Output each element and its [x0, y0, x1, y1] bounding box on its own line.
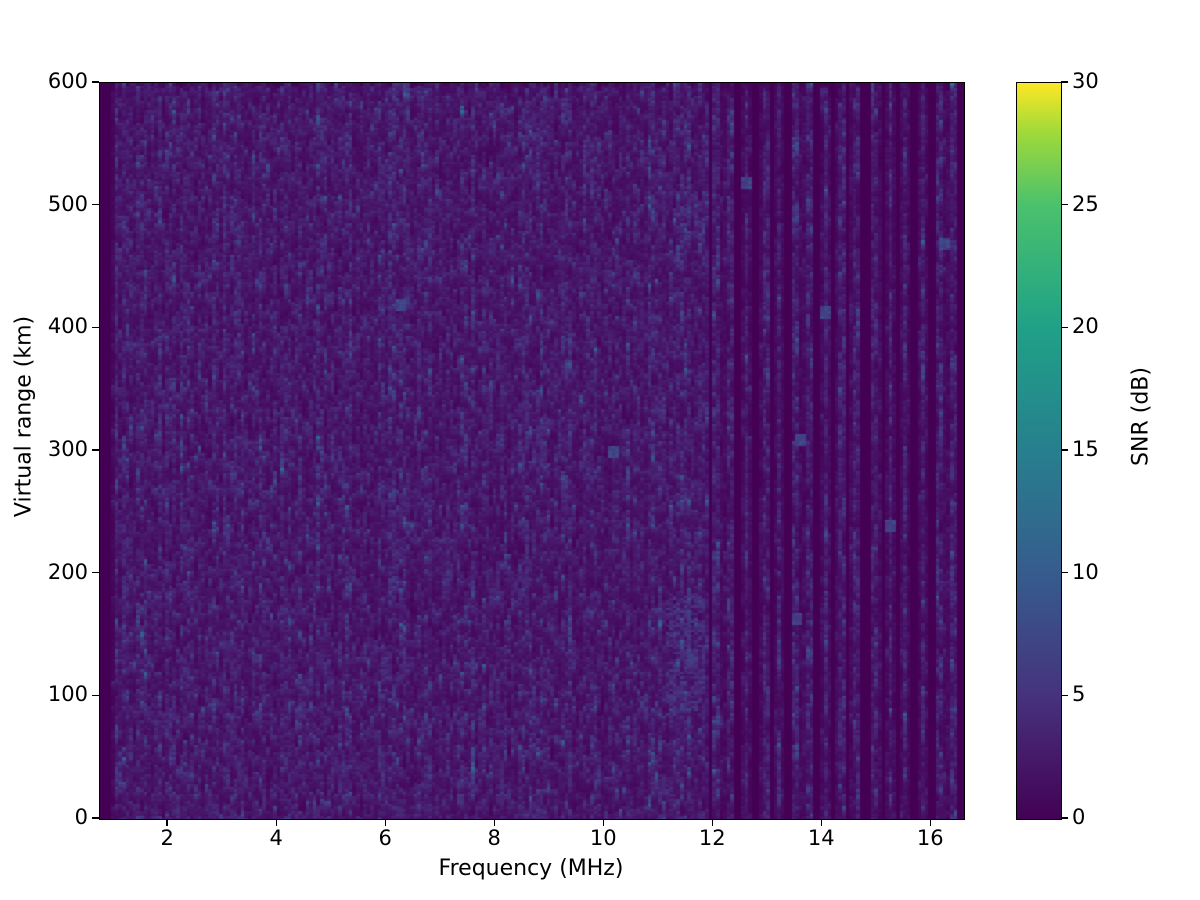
y-tick-label: 500 [47, 191, 88, 216]
y-tick-mark [92, 326, 100, 328]
y-tick-mark [92, 694, 100, 696]
colorbar-tick-mark [1061, 694, 1069, 696]
x-tick-label: 4 [269, 826, 283, 850]
y-axis-label: Virtual range (km) [11, 315, 37, 518]
x-tick-mark [602, 819, 604, 827]
y-tick-label: 0 [74, 805, 88, 829]
colorbar-tick-mark [1061, 817, 1069, 819]
colorbar-gradient [1017, 83, 1061, 819]
colorbar-tick-label: 10 [1072, 559, 1099, 584]
x-tick-label: 8 [487, 826, 501, 850]
x-tick-mark [711, 819, 713, 827]
x-tick-mark [384, 819, 386, 827]
x-tick-label: 10 [589, 826, 617, 850]
x-tick-label: 16 [916, 826, 944, 850]
x-tick-mark [493, 819, 495, 827]
colorbar-tick-label: 20 [1072, 314, 1099, 339]
x-tick-label: 12 [698, 826, 726, 850]
colorbar-tick-label: 30 [1072, 69, 1099, 93]
y-tick-label: 100 [47, 682, 88, 707]
x-tick-label: 6 [378, 826, 392, 850]
y-tick-mark [92, 204, 100, 206]
colorbar[interactable] [1016, 82, 1062, 820]
ionogram-heatmap-canvas[interactable] [100, 83, 964, 819]
colorbar-tick-mark [1061, 449, 1069, 451]
y-tick-label: 300 [47, 437, 88, 461]
colorbar-label: SNR (dB) [1128, 367, 1154, 466]
colorbar-tick-mark [1061, 81, 1069, 83]
x-axis-label: Frequency (MHz) [438, 856, 624, 881]
y-tick-label: 600 [47, 69, 88, 93]
colorbar-tick-label: 25 [1072, 191, 1099, 216]
x-tick-mark [275, 819, 277, 827]
colorbar-tick-mark [1061, 572, 1069, 574]
y-tick-mark [92, 817, 100, 819]
x-tick-mark [166, 819, 168, 827]
colorbar-tick-label: 5 [1072, 682, 1086, 707]
y-tick-mark [92, 81, 100, 83]
colorbar-tick-label: 0 [1072, 805, 1086, 829]
y-tick-mark [92, 449, 100, 451]
ionogram-plot-area[interactable] [99, 82, 965, 820]
x-tick-mark [820, 819, 822, 827]
colorbar-tick-label: 15 [1072, 437, 1099, 461]
y-tick-mark [92, 572, 100, 574]
colorbar-tick-mark [1061, 204, 1069, 206]
colorbar-tick-mark [1061, 326, 1069, 328]
x-tick-label: 2 [160, 826, 174, 850]
y-tick-label: 400 [47, 314, 88, 339]
x-tick-label: 14 [807, 826, 835, 850]
x-tick-mark [929, 819, 931, 827]
y-tick-label: 200 [47, 559, 88, 584]
